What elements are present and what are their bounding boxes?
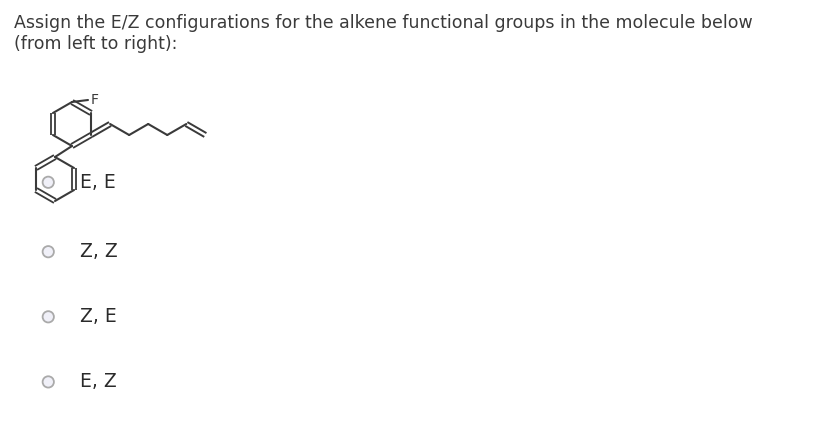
Text: E, Z: E, Z bbox=[80, 372, 116, 391]
Circle shape bbox=[42, 177, 54, 188]
Circle shape bbox=[42, 376, 54, 388]
Text: F: F bbox=[91, 93, 99, 107]
Text: Assign the E/Z configurations for the alkene functional groups in the molecule b: Assign the E/Z configurations for the al… bbox=[14, 14, 753, 53]
Circle shape bbox=[42, 311, 54, 322]
Circle shape bbox=[42, 246, 54, 257]
Text: E, E: E, E bbox=[80, 173, 116, 192]
Text: Z, E: Z, E bbox=[80, 307, 116, 326]
Text: Z, Z: Z, Z bbox=[80, 242, 117, 261]
